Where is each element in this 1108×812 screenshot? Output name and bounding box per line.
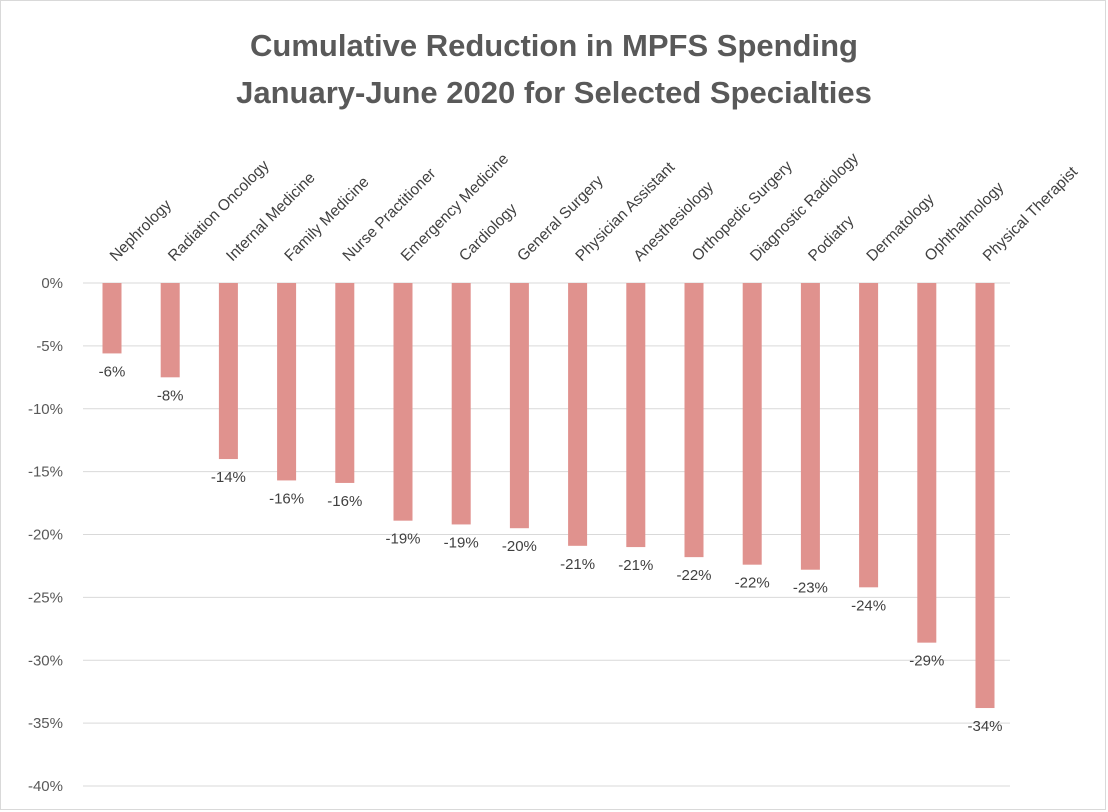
chart-title: Cumulative Reduction in MPFS Spending Ja… [0, 22, 1108, 116]
y-tick-label: -25% [28, 589, 63, 606]
data-label: -19% [385, 531, 420, 548]
bar [742, 283, 762, 565]
y-tick-label: -10% [28, 401, 63, 418]
bar [859, 283, 879, 588]
category-label: Physician Assistant [572, 159, 678, 265]
data-label: -23% [793, 580, 828, 597]
bar [800, 283, 820, 570]
data-label: -29% [909, 653, 944, 670]
data-label: -22% [735, 575, 770, 592]
bar [451, 283, 471, 525]
category-label: Orthopedic Surgery [689, 158, 796, 265]
bar [684, 283, 704, 558]
category-label: Radiation Oncology [165, 157, 273, 265]
bar [102, 283, 122, 354]
bar [975, 283, 995, 709]
data-label: -21% [618, 557, 653, 574]
data-label: -22% [676, 567, 711, 584]
category-label: Nephrology [107, 197, 175, 265]
y-tick-label: -30% [28, 652, 63, 669]
data-label: -14% [211, 469, 246, 486]
bar [335, 283, 355, 483]
chart-title-line-1: Cumulative Reduction in MPFS Spending [250, 28, 858, 63]
data-labels: -6% -8% -14% -16% -16% -19% -19% -20% -21% -21% -2… [99, 363, 1003, 735]
y-tick-label: -15% [28, 464, 63, 481]
data-label: -19% [444, 534, 479, 551]
bar [626, 283, 646, 548]
bar [218, 283, 238, 460]
bar [509, 283, 529, 529]
bar [160, 283, 180, 378]
bar [568, 283, 588, 546]
y-tick-label: -40% [28, 778, 63, 795]
data-label: -6% [99, 363, 126, 380]
category-label: Cardiology [456, 200, 521, 265]
data-label: -20% [502, 538, 537, 555]
category-label: Diagnostic Radiology [747, 150, 862, 265]
data-label: -8% [157, 387, 184, 404]
y-tick-label: -5% [36, 338, 63, 355]
category-label: Physical Therapist [980, 163, 1082, 265]
data-label: -16% [269, 490, 304, 507]
y-tick-label: -35% [28, 715, 63, 732]
data-label: -24% [851, 597, 886, 614]
data-label: -16% [327, 493, 362, 510]
category-label: Emergency Medicine [398, 150, 512, 264]
y-tick-label: 0% [41, 275, 63, 292]
chart-title-line-2: January-June 2020 for Selected Specialti… [236, 75, 872, 110]
bars [102, 283, 995, 709]
y-tick-label: -20% [28, 527, 63, 544]
data-label: -34% [967, 718, 1002, 735]
bar [917, 283, 937, 643]
data-label: -21% [560, 556, 595, 573]
bar [393, 283, 413, 521]
y-axis-ticks: 0% -5% -10% -15% -20% -25% -30% -35% -40% [28, 275, 63, 795]
category-label: Podiatry [805, 212, 857, 264]
bar [277, 283, 297, 481]
